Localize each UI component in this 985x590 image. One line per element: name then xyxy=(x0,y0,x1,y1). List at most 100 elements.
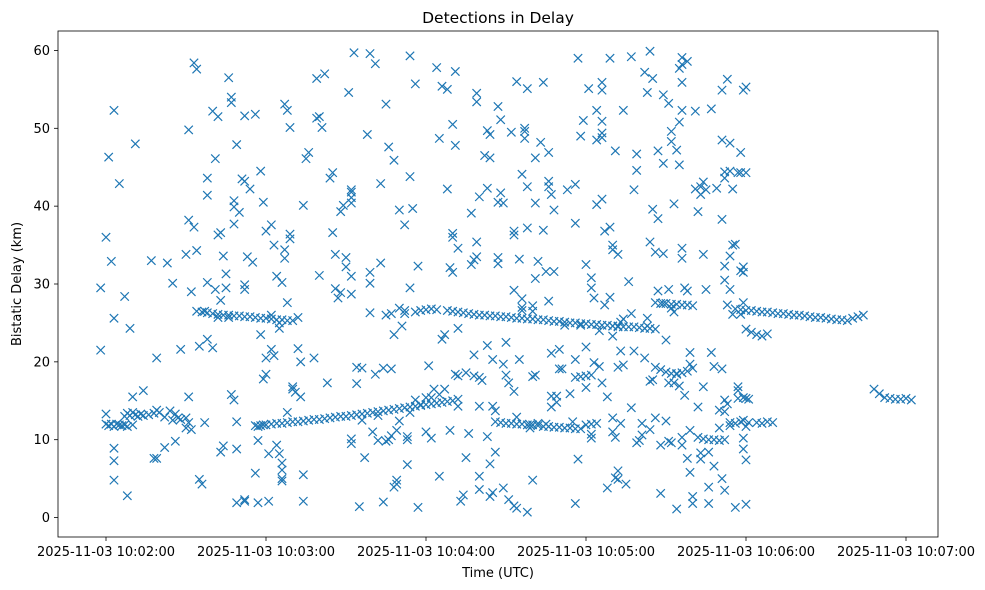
detection-point xyxy=(173,413,183,423)
x-tick-label: 2025-11-03 10:07:00 xyxy=(837,545,975,560)
detection-point xyxy=(744,417,754,428)
detection-point xyxy=(682,286,692,296)
detection-point xyxy=(370,369,380,379)
detection-point xyxy=(344,87,354,98)
detection-point xyxy=(618,360,628,370)
detection-point xyxy=(552,397,562,407)
detection-point xyxy=(589,358,599,368)
detection-point xyxy=(312,113,322,123)
detection-point xyxy=(621,479,631,489)
detection-point xyxy=(293,312,303,323)
detection-point xyxy=(730,239,740,249)
detection-point xyxy=(373,435,383,446)
detection-point xyxy=(496,188,506,198)
detection-point xyxy=(109,475,119,485)
detection-point xyxy=(496,115,506,125)
detection-point xyxy=(269,350,279,361)
detection-point xyxy=(229,219,239,229)
detection-point xyxy=(738,415,748,425)
detection-point xyxy=(440,384,450,394)
detection-point xyxy=(736,309,746,319)
detection-point xyxy=(261,353,271,363)
detection-point xyxy=(741,168,751,178)
detection-point xyxy=(336,287,346,298)
detection-point xyxy=(149,453,159,463)
detection-point xyxy=(437,81,447,91)
detection-point xyxy=(389,155,399,165)
detection-point xyxy=(448,267,458,277)
detection-point xyxy=(541,266,551,277)
detection-point xyxy=(610,473,620,483)
detection-point xyxy=(512,76,522,87)
detection-point xyxy=(240,495,250,505)
detection-point xyxy=(616,418,626,428)
detection-point xyxy=(162,258,172,268)
detection-point xyxy=(232,140,242,150)
detection-point xyxy=(96,345,106,355)
detection-point xyxy=(728,184,738,194)
detection-point xyxy=(466,208,476,218)
detection-point xyxy=(610,146,620,156)
detection-point xyxy=(664,436,674,446)
detection-point xyxy=(296,357,306,367)
detection-point xyxy=(280,253,290,263)
detection-point xyxy=(365,267,375,277)
detection-point xyxy=(624,277,634,287)
detection-point xyxy=(592,135,602,145)
detection-point xyxy=(498,198,508,208)
detection-point xyxy=(514,254,524,264)
detection-point xyxy=(565,389,575,399)
detection-point xyxy=(874,389,884,399)
detection-point xyxy=(728,309,738,319)
detection-point xyxy=(741,393,751,404)
detection-point xyxy=(549,266,559,277)
detection-point xyxy=(277,476,287,486)
detection-point xyxy=(328,227,338,238)
detection-point xyxy=(682,453,692,463)
detection-point xyxy=(357,363,367,373)
detection-point xyxy=(522,182,532,192)
detection-point xyxy=(520,133,530,144)
detection-point xyxy=(618,105,628,116)
detection-point xyxy=(400,220,410,230)
detection-point xyxy=(725,421,735,431)
detection-point xyxy=(202,277,212,288)
detection-point xyxy=(685,467,695,478)
x-tick-label: 2025-11-03 10:02:00 xyxy=(37,545,175,560)
detection-point xyxy=(482,431,492,442)
detection-point xyxy=(114,178,124,189)
detection-point xyxy=(858,310,868,320)
detection-point xyxy=(365,48,375,59)
detection-point xyxy=(453,243,463,253)
detection-point xyxy=(285,234,295,244)
detection-point xyxy=(352,379,362,389)
detection-point xyxy=(440,329,450,340)
detection-point xyxy=(258,197,268,207)
detection-point xyxy=(392,425,402,435)
detection-point xyxy=(626,52,636,62)
detection-point xyxy=(232,417,242,427)
detection-point xyxy=(509,285,519,295)
detection-point xyxy=(360,452,370,463)
detection-point xyxy=(309,353,319,363)
detection-point xyxy=(208,343,218,353)
detection-point xyxy=(528,306,538,316)
detection-point xyxy=(685,359,695,369)
detection-point xyxy=(101,409,111,419)
detection-point xyxy=(661,335,671,345)
detection-point xyxy=(485,491,495,502)
detection-point xyxy=(210,154,220,164)
detection-point xyxy=(482,183,492,193)
detection-point xyxy=(365,308,375,318)
detection-point xyxy=(597,378,607,388)
detection-point xyxy=(717,364,727,374)
detection-point xyxy=(656,440,666,450)
detection-point xyxy=(450,66,460,77)
axis-ticks: 2025-11-03 10:02:00 2025-11-03 10:03:00 20… xyxy=(33,44,975,560)
detection-point xyxy=(376,178,386,189)
detection-point xyxy=(640,67,650,77)
detection-point xyxy=(541,419,551,429)
detection-point xyxy=(658,298,668,309)
detection-point xyxy=(901,393,911,404)
detection-point xyxy=(530,370,540,380)
